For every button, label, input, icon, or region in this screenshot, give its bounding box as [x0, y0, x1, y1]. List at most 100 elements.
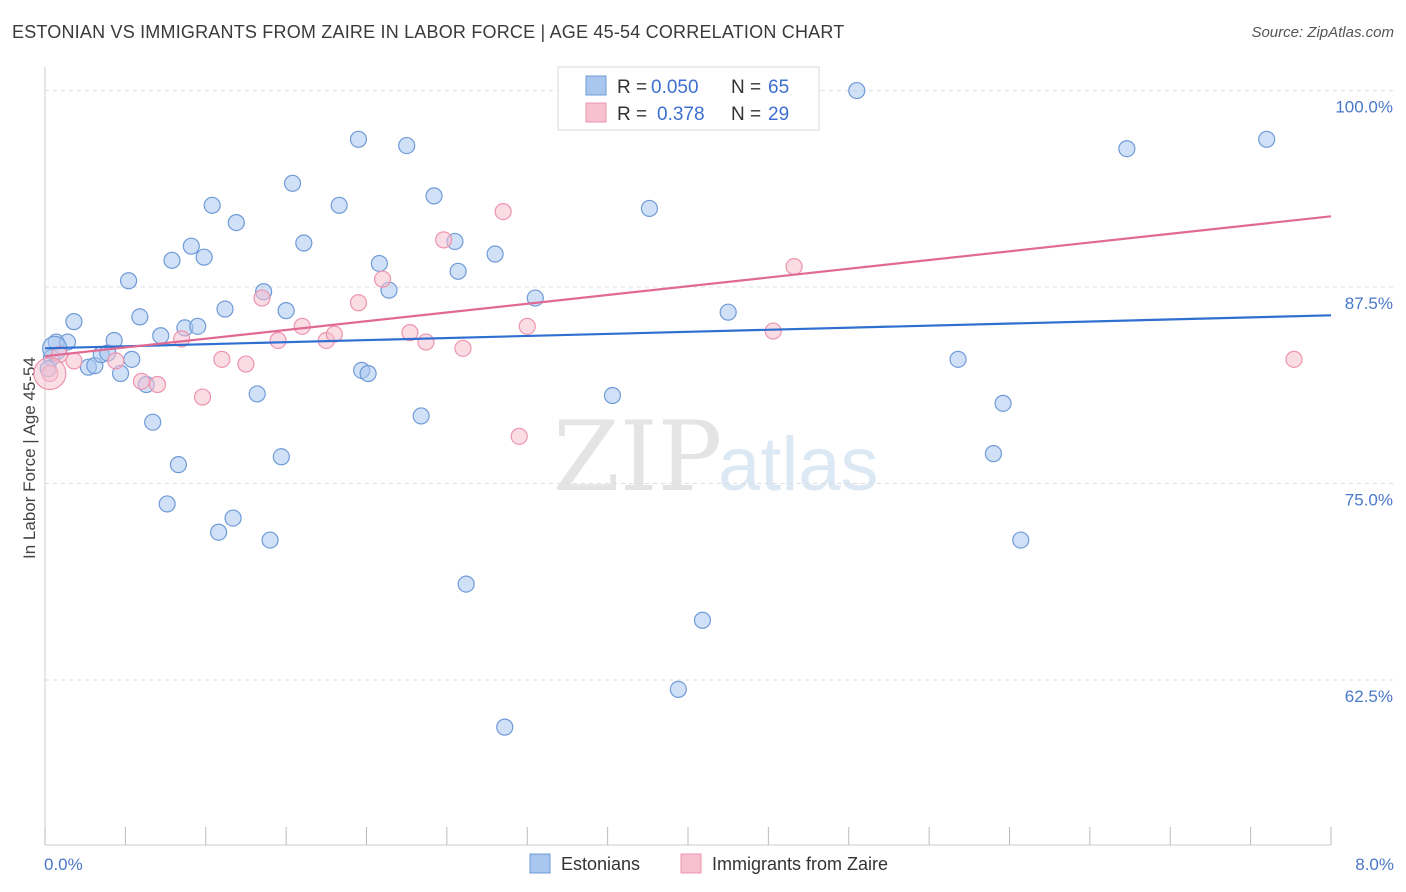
zaire-point [417, 333, 435, 351]
source-label: Source: ZipAtlas.com [1251, 24, 1394, 41]
estonian-point [486, 245, 504, 263]
legend-n-label-1: N = [731, 77, 761, 98]
chart-title: ESTONIAN VS IMMIGRANTS FROM ZAIRE IN LAB… [12, 22, 845, 42]
zaire-point [349, 294, 368, 312]
estonian-point [189, 317, 207, 335]
estonian-point [216, 300, 234, 318]
bottom-legend-estonians: Estonians [561, 854, 640, 874]
estonian-point [224, 509, 242, 527]
zaire-point [293, 317, 311, 335]
estonian-point [1258, 130, 1276, 148]
zaire-point [213, 350, 231, 368]
y-tick-label: 87.5% [1345, 294, 1393, 313]
estonian-point [65, 313, 83, 331]
estonian-point [203, 196, 221, 214]
bottom-legend-swatch-zaire [680, 853, 702, 874]
zaire-point [33, 356, 67, 391]
y-axis-label: In Labor Force | Age 45-54 [20, 357, 39, 559]
y-tick-label: 75.0% [1345, 491, 1393, 510]
watermark-atlas: atlas [718, 422, 879, 507]
estonian-point [131, 308, 149, 326]
x-tick-label-max: 8.0% [1355, 855, 1394, 874]
zaire-point [785, 258, 803, 276]
estonian-point [169, 456, 188, 474]
y-tick-label: 100.0% [1335, 98, 1393, 117]
estonian-point [261, 531, 279, 549]
estonian-point [640, 199, 659, 218]
correlation-legend: R = 0.050 N = 65 R = 0.378 N = 29 [557, 66, 820, 131]
estonian-point [425, 187, 443, 205]
zaire-point [107, 352, 125, 370]
zaire-point [148, 375, 167, 394]
estonian-point [349, 130, 368, 148]
legend-r-label-2: R = [617, 104, 647, 125]
estonian-point [994, 394, 1012, 412]
estonian-point [359, 364, 377, 383]
estonian-point [195, 248, 213, 266]
legend-swatch-zaire [585, 102, 607, 123]
estonian-point [144, 413, 162, 431]
estonian-point [719, 303, 737, 321]
legend-r-label-1: R = [617, 77, 647, 98]
estonian-point [182, 237, 200, 255]
estonian-point [295, 234, 313, 252]
y-tick-labels: 62.5% 75.0% 87.5% 100.0% [1335, 98, 1393, 706]
estonian-point [496, 718, 514, 736]
estonian-point [1012, 531, 1030, 549]
zaire-point [401, 324, 419, 342]
legend-n-value-1: 65 [768, 77, 789, 98]
estonian-point [449, 262, 467, 280]
bottom-legend-zaire: Immigrants from Zaire [712, 854, 888, 874]
series-legend: Estonians Immigrants from Zaire [529, 853, 888, 874]
zaire-point [454, 339, 472, 357]
zaire-point [132, 372, 151, 390]
zaire-point [435, 231, 453, 249]
legend-r-value-1: 0.050 [651, 77, 699, 98]
x-tick-label-min: 0.0% [44, 855, 83, 874]
estonian-point [1118, 140, 1136, 158]
zaire-trend-line [44, 215, 1332, 358]
estonian-point [693, 611, 712, 629]
gridlines [45, 90, 1394, 681]
estonian-point [248, 385, 266, 403]
estonian-point [277, 302, 295, 320]
estonian-point [119, 272, 138, 290]
zaire-point [237, 355, 255, 373]
zaire-point [173, 330, 191, 348]
estonian-point [603, 386, 622, 405]
estonian-point [330, 196, 348, 214]
legend-swatch-estonians [585, 75, 607, 96]
estonian-point [163, 251, 181, 269]
estonian-point [457, 575, 475, 593]
zaire-point [510, 427, 528, 445]
estonian-point [123, 350, 141, 368]
estonian-point [158, 495, 176, 513]
zaire-point [269, 331, 287, 350]
estonian-point [272, 448, 290, 466]
bottom-legend-swatch-estonians [529, 853, 551, 874]
estonian-point [984, 445, 1003, 463]
zaire-point [1285, 350, 1303, 368]
zaire-point [325, 325, 343, 343]
estonian-point [283, 174, 302, 192]
estonian-point [848, 81, 866, 100]
x-ticks [44, 827, 1332, 845]
zaire-point [764, 322, 782, 340]
legend-r-value-2: 0.378 [657, 104, 705, 125]
zaire-point [518, 317, 536, 335]
trend-lines [44, 215, 1332, 358]
estonian-point [412, 407, 430, 425]
legend-n-label-2: N = [731, 104, 761, 125]
zaire-point [65, 352, 83, 370]
estonian-point [152, 327, 170, 345]
watermark-zip: ZIP [553, 401, 722, 513]
estonians-trend-line [44, 314, 1332, 350]
estonian-point [370, 254, 388, 273]
zaire-point [253, 289, 271, 307]
estonian-point [398, 136, 416, 155]
y-tick-label: 62.5% [1345, 687, 1393, 706]
estonian-point [669, 680, 687, 699]
estonian-point [210, 523, 228, 541]
zaire-points [33, 81, 1303, 445]
